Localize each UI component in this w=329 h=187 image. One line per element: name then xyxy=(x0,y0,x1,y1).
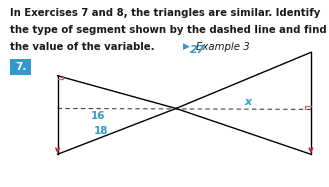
Text: 18: 18 xyxy=(94,126,108,136)
Bar xyxy=(10,59,31,75)
Text: Example 3: Example 3 xyxy=(196,42,249,52)
Text: the value of the variable.: the value of the variable. xyxy=(10,42,154,52)
Text: x: x xyxy=(245,97,252,107)
Text: ▶: ▶ xyxy=(183,42,190,51)
Text: 27: 27 xyxy=(190,45,205,56)
Text: the type of segment shown by the dashed line and find: the type of segment shown by the dashed … xyxy=(10,25,327,35)
Text: 7.: 7. xyxy=(15,62,26,72)
Text: 16: 16 xyxy=(90,111,105,121)
Text: In Exercises 7 and 8, the triangles are similar. Identify: In Exercises 7 and 8, the triangles are … xyxy=(10,8,320,18)
